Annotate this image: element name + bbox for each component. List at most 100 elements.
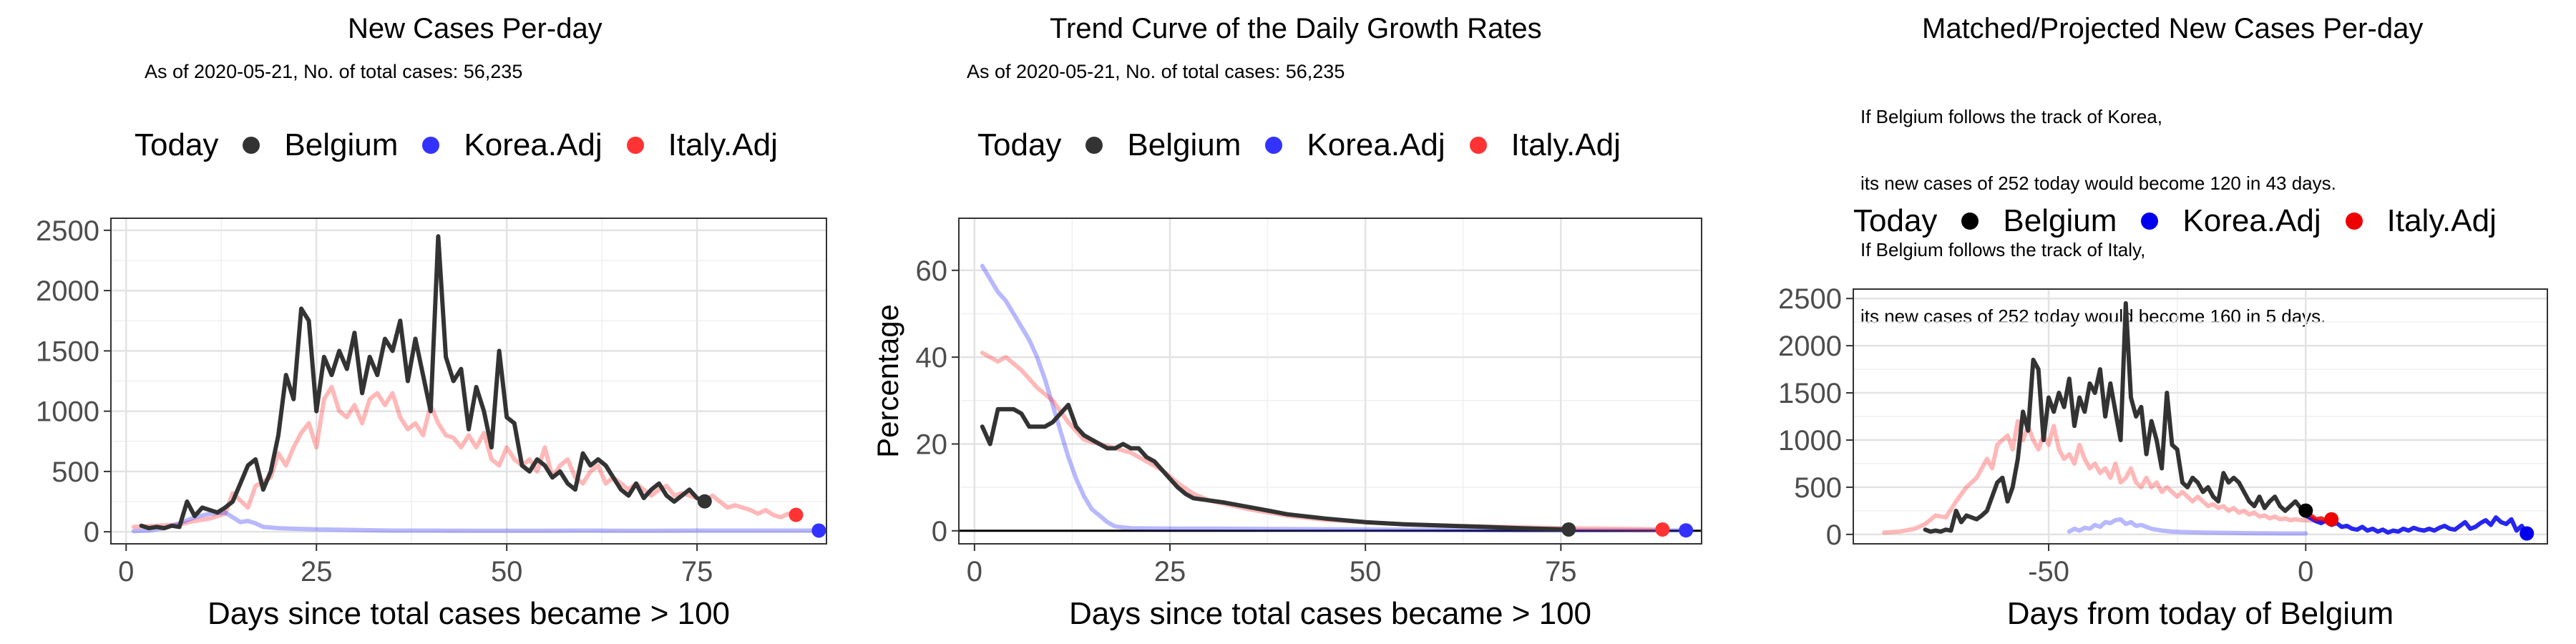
- legend-item-belgium: Belgium: [1961, 203, 2117, 239]
- today-point-italy-adj: [1655, 522, 1670, 537]
- grid: [959, 218, 1702, 544]
- legend-label: Korea.Adj: [1307, 127, 1445, 162]
- x-tick-label: 0: [2298, 556, 2313, 587]
- legend: Today Belgium Korea.Adj Italy.Adj: [1853, 203, 2521, 239]
- today-point-korea-adj: [1679, 523, 1694, 538]
- y-tick-label: 1500: [1778, 378, 1842, 409]
- y-tick-label: 500: [1794, 472, 1842, 504]
- note-line: If Belgium follows the track of Korea,: [1860, 106, 2162, 127]
- y-axis-label: Percentage: [871, 304, 904, 458]
- plot-border: [958, 218, 1702, 545]
- legend-dot: [626, 137, 644, 154]
- x-tick-label: 25: [1154, 556, 1186, 587]
- y-tick-label: 500: [52, 457, 99, 488]
- legend-item-korea: Korea.Adj: [2141, 203, 2321, 239]
- y-tick-label: 1500: [36, 336, 99, 367]
- legend-label: Italy.Adj: [668, 127, 778, 162]
- y-tick-label: 60: [916, 255, 948, 287]
- note-line: its new cases of 252 today would become …: [1860, 306, 2326, 327]
- grid: [111, 218, 826, 544]
- grid: [1853, 289, 2547, 544]
- legend-title: Today: [135, 127, 219, 162]
- plot-border: [1853, 288, 2548, 545]
- legend-label: Italy.Adj: [1511, 127, 1621, 162]
- chart-plot-new-cases: 0 25 50 75 0 500 1000 1500 2000 2500 Days since to…: [36, 215, 827, 631]
- series-line-korea-adj: [131, 510, 814, 534]
- y-tick-label: 2500: [1778, 283, 1842, 315]
- series-line-belgium: [1923, 301, 2308, 534]
- chart-title: New Cases Per-day: [348, 13, 602, 44]
- legend-label: Belgium: [2003, 203, 2117, 238]
- y-tick-label: 0: [84, 517, 99, 548]
- y-tick-label: 2000: [1778, 331, 1842, 362]
- today-point-belgium: [2298, 503, 2313, 518]
- chart-title: Trend Curve of the Daily Growth Rates: [1050, 13, 1542, 44]
- panel-new-cases: New Cases Per-day As of 2020-05-21, No. …: [0, 0, 859, 644]
- today-point-korea-adj: [2519, 526, 2534, 541]
- legend-item-italy: Italy.Adj: [1469, 127, 1621, 163]
- panel-growth-rates: Trend Curve of the Daily Growth Rates As…: [859, 0, 1717, 644]
- legend-label: Italy.Adj: [2386, 203, 2497, 238]
- legend-item-italy: Italy.Adj: [2345, 203, 2497, 239]
- panel-projected: Matched/Projected New Cases Per-day If B…: [1717, 0, 2576, 644]
- legend-item-korea: Korea.Adj: [1265, 127, 1445, 163]
- legend-dot: [1469, 137, 1487, 154]
- legend-dot: [2141, 213, 2159, 230]
- x-tick-label: 50: [1350, 556, 1382, 587]
- series-line-korea-adj: [2067, 517, 2308, 536]
- legend-dot: [243, 137, 260, 154]
- note-line: If Belgium follows the track of Italy,: [1860, 239, 2146, 260]
- chart-plot-growth-rates: 0 25 50 75 0 20 40 60 Days since total cases bec…: [871, 218, 1702, 631]
- series-line-korea-adj: [2303, 513, 2529, 536]
- y-tick-label: 0: [932, 516, 947, 547]
- x-tick-label: 0: [967, 556, 982, 587]
- y-tick-label: 1000: [36, 396, 99, 428]
- projection-note: If Belgium follows the track of Korea, i…: [1860, 62, 2336, 372]
- legend-dot: [1961, 213, 1979, 230]
- y-tick-label: 40: [916, 342, 948, 374]
- legend-item-belgium: Belgium: [243, 127, 398, 163]
- legend-dot: [1265, 137, 1283, 154]
- y-tick-label: 1000: [1778, 425, 1842, 457]
- x-tick-label: 25: [301, 556, 333, 587]
- x-tick-label: 50: [491, 556, 523, 587]
- legend-item-korea: Korea.Adj: [422, 127, 602, 163]
- legend: Today Belgium Korea.Adj Italy.Adj: [135, 127, 802, 163]
- legend-dot: [2345, 213, 2363, 230]
- series-line-korea-adj: [980, 263, 1681, 533]
- y-tick-label: 2500: [36, 215, 99, 247]
- x-axis-label: Days since total cases became > 100: [1069, 596, 1591, 631]
- chart-title: Matched/Projected New Cases Per-day: [1922, 13, 2424, 44]
- y-tick-label: 2000: [36, 275, 99, 307]
- x-tick-label: 75: [681, 556, 713, 587]
- x-tick-label: 0: [118, 556, 134, 587]
- legend-title: Today: [977, 127, 1062, 162]
- legend-label: Belgium: [284, 127, 399, 162]
- legend: Today Belgium Korea.Adj Italy.Adj: [977, 127, 1645, 163]
- x-axis-label: Days from today of Belgium: [2007, 596, 2394, 631]
- note-line: its new cases of 252 today would become …: [1860, 172, 2336, 194]
- series-line-belgium: [139, 234, 707, 531]
- chart-subtitle: As of 2020-05-21, No. of total cases: 56…: [145, 61, 523, 82]
- today-point-belgium: [697, 494, 712, 509]
- chart-subtitle: As of 2020-05-21, No. of total cases: 56…: [967, 61, 1345, 82]
- legend-dot: [1085, 137, 1103, 154]
- legend-item-belgium: Belgium: [1085, 127, 1241, 163]
- legend-label: Korea.Adj: [464, 127, 602, 162]
- x-tick-label: 75: [1545, 556, 1577, 587]
- today-point-italy-adj: [789, 507, 804, 522]
- today-point-belgium: [1561, 522, 1576, 537]
- series-line-italy-adj: [1882, 419, 2334, 535]
- y-tick-label: 0: [1826, 519, 1842, 551]
- today-point-italy-adj: [2324, 512, 2339, 527]
- chart-plot-projected: -50 0 0 500 1000 1500 2000 2500 Days from today …: [1778, 283, 2548, 631]
- series-line-belgium: [980, 402, 1571, 532]
- x-axis-label: Days since total cases became > 100: [208, 596, 730, 631]
- legend-label: Belgium: [1127, 127, 1241, 162]
- x-tick-label: -50: [2028, 556, 2069, 587]
- plot-border: [110, 218, 827, 545]
- legend-dot: [422, 137, 440, 154]
- legend-label: Korea.Adj: [2182, 203, 2321, 238]
- legend-title: Today: [1853, 203, 1938, 238]
- today-point-korea-adj: [811, 523, 826, 538]
